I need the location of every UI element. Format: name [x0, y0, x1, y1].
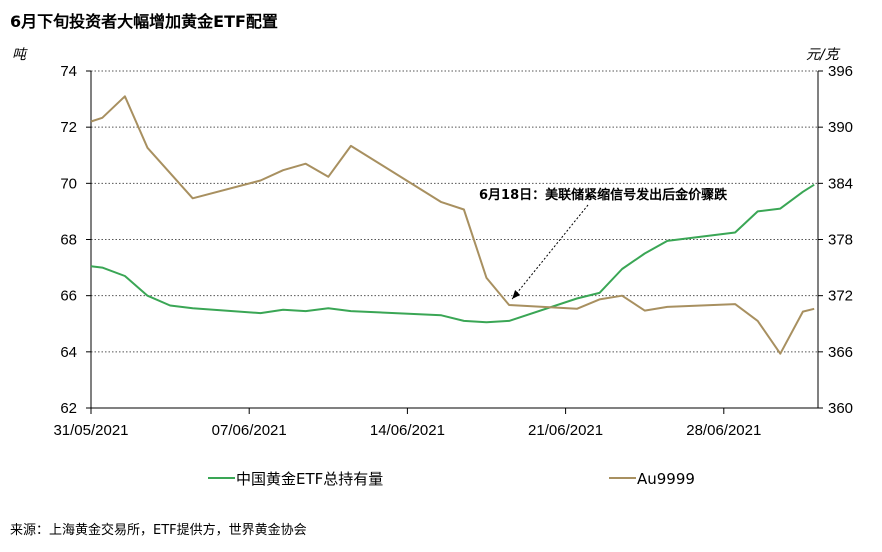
- x-tick-label: 14/06/2021: [370, 422, 445, 439]
- left-tick-label: 74: [60, 63, 77, 80]
- x-tick-label: 28/06/2021: [686, 422, 761, 439]
- left-tick-label: 72: [60, 119, 77, 136]
- x-tick-label: 07/06/2021: [212, 422, 287, 439]
- legend-label: 中国黄金ETF总持有量: [236, 470, 383, 488]
- left-tick-label: 62: [60, 400, 77, 417]
- right-axis-ticks: 360 366 372 378 384 390 396: [818, 63, 853, 417]
- annotation-leader: [511, 204, 589, 300]
- annotation-arrowhead: [512, 290, 521, 300]
- right-tick-label: 390: [828, 119, 853, 136]
- left-tick-label: 64: [60, 344, 77, 361]
- right-tick-label: 384: [828, 175, 853, 192]
- source-note: 来源：上海黄金交易所，ETF提供方，世界黄金协会: [10, 523, 307, 538]
- right-tick-label: 396: [828, 63, 853, 80]
- right-axis-unit: 元/克: [806, 47, 839, 63]
- left-tick-label: 66: [60, 288, 77, 305]
- left-tick-label: 70: [60, 175, 77, 192]
- annotation-text: 6月18日：美联储紧缩信号发出后金价骤跌: [479, 187, 728, 203]
- right-tick-label: 372: [828, 288, 853, 305]
- left-tick-label: 68: [60, 232, 77, 249]
- series-lines: [90, 95, 815, 355]
- legend-label: Au9999: [637, 470, 695, 488]
- left-axis-unit: 吨: [12, 47, 26, 63]
- x-tick-label: 21/06/2021: [528, 422, 603, 439]
- series-line-2: [90, 95, 815, 355]
- right-tick-label: 378: [828, 232, 853, 249]
- left-axis-ticks: 62 64 66 68 70 72 74: [60, 63, 91, 417]
- right-tick-label: 366: [828, 344, 853, 361]
- x-axis-ticks: 31/05/2021 07/06/2021 14/06/2021 21/06/2021…: [53, 408, 761, 439]
- gridlines: [91, 70, 818, 353]
- right-tick-label: 360: [828, 400, 853, 417]
- chart-title: 6月下旬投资者大幅增加黄金ETF配置: [10, 12, 278, 31]
- legend: 中国黄金ETF总持有量 Au9999: [208, 470, 695, 488]
- annotations: 6月18日：美联储紧缩信号发出后金价骤跌: [479, 187, 728, 300]
- x-tick-label: 31/05/2021: [53, 422, 128, 439]
- series-line-1: [90, 183, 815, 324]
